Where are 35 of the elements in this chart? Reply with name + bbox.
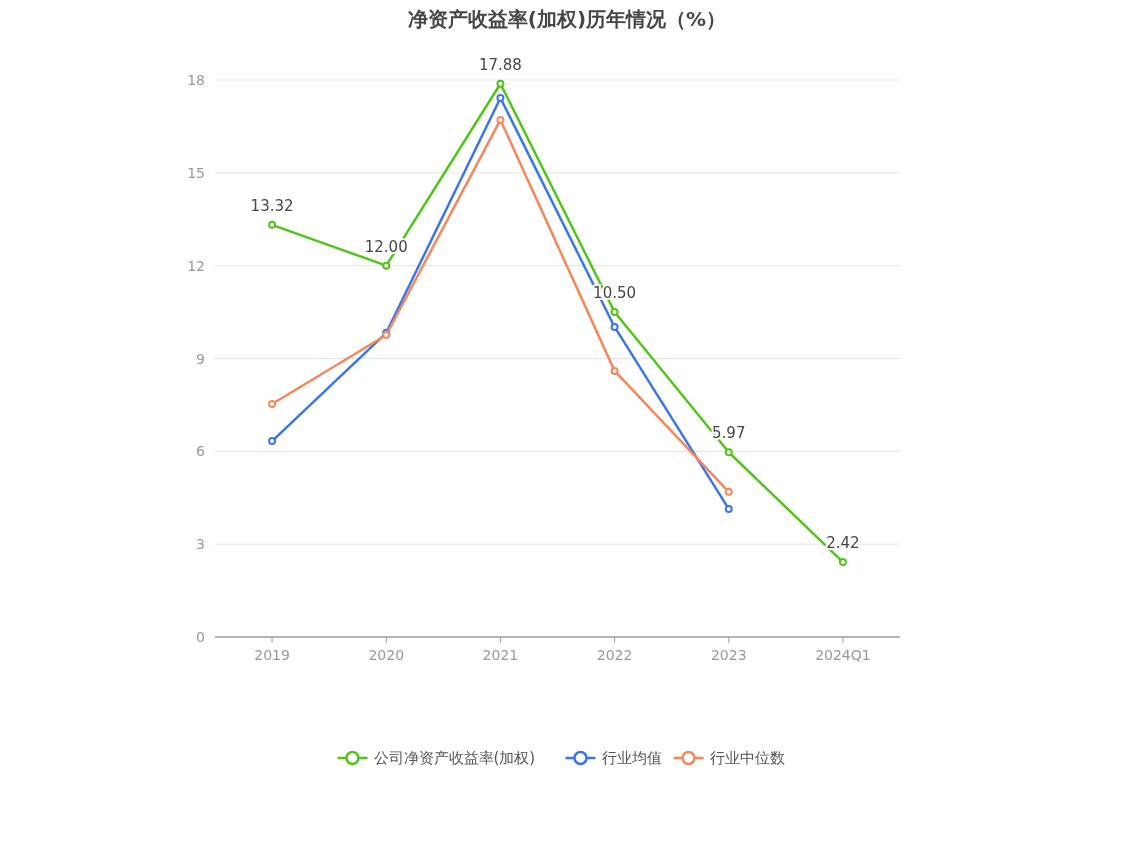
legend-label: 公司净资产收益率(加权) [373, 749, 536, 767]
y-tick-label: 0 [196, 629, 205, 645]
x-tick-label: 2021 [482, 647, 519, 663]
point [724, 504, 733, 513]
point [610, 366, 619, 375]
x-tick-label: 2022 [596, 647, 633, 663]
point [610, 322, 619, 331]
point [724, 448, 733, 457]
legend-label: 行业均值 [601, 749, 662, 767]
y-tick-label: 12 [187, 257, 205, 274]
legend-label: 行业中位数 [709, 749, 785, 767]
point [838, 558, 847, 567]
data-label: 2.42 [826, 534, 860, 553]
point [382, 261, 391, 270]
data-label: 17.88 [478, 55, 522, 74]
point [496, 115, 505, 124]
point [724, 487, 733, 496]
data-label: 5.97 [712, 424, 746, 443]
point [268, 399, 277, 408]
x-tick-label: 2023 [710, 647, 747, 663]
point [268, 437, 277, 446]
y-tick-label: 6 [196, 443, 206, 460]
y-tick-label: 3 [196, 536, 205, 553]
chart-title: 净资产收益率(加权)历年情况（%） [407, 7, 727, 31]
point [496, 79, 505, 88]
x-tick-label: 2024Q1 [815, 647, 871, 663]
point [610, 308, 619, 317]
x-tick-label: 2020 [368, 647, 405, 663]
data-label: 13.32 [250, 196, 294, 215]
point [496, 93, 505, 102]
y-tick-label: 18 [187, 72, 205, 88]
point [268, 220, 277, 229]
y-tick-label: 9 [196, 350, 205, 367]
x-tick-label: 2019 [254, 647, 290, 663]
y-tick-label: 15 [187, 164, 205, 181]
